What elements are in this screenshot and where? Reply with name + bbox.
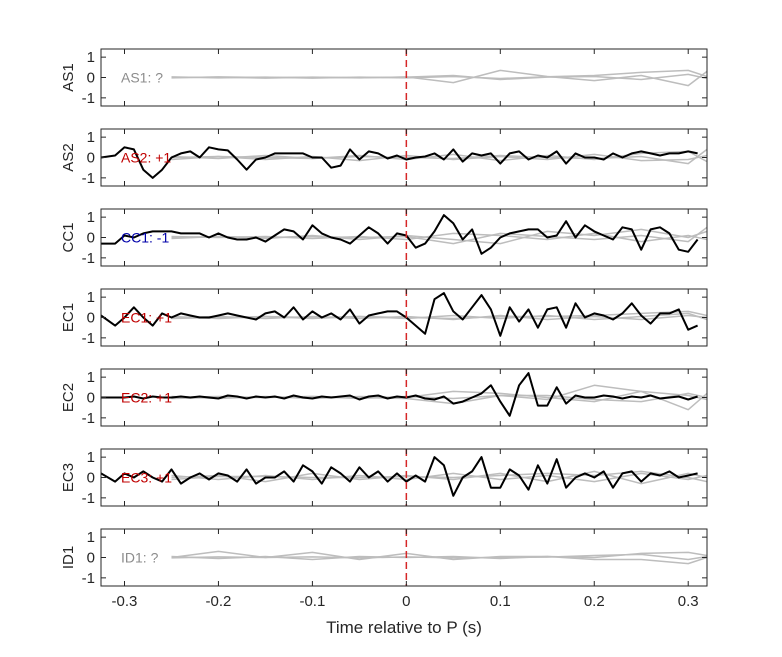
panel-as1: 1 0 -1 AS1 AS1: ? <box>60 48 708 107</box>
highlight-trace <box>101 456 698 497</box>
y-tick-label: 0 <box>87 390 95 407</box>
background-trace-2 <box>171 472 707 483</box>
panel-label: EC2: +1 <box>121 390 172 406</box>
y-tick-label: 0 <box>87 150 95 167</box>
y-tick-label: 1 <box>87 449 95 466</box>
panel-data <box>171 69 707 87</box>
y-tick-label: 1 <box>87 529 95 546</box>
highlight-trace <box>101 146 698 179</box>
y-tick-label: 0 <box>87 310 95 327</box>
x-tick-label: 0.3 <box>678 593 699 610</box>
panel-ylabel: EC2 <box>60 383 77 412</box>
background-trace-1 <box>171 314 707 321</box>
panel-ylabel: CC1 <box>60 222 77 252</box>
y-tick-label: 1 <box>87 49 95 66</box>
y-tick-label: 1 <box>87 289 95 306</box>
background-trace-3 <box>171 226 707 245</box>
highlight-trace <box>101 292 698 337</box>
y-tick-label: 0 <box>87 230 95 247</box>
background-trace-1 <box>171 228 707 245</box>
panel-data <box>101 146 707 179</box>
background-trace-2 <box>171 232 707 243</box>
highlight-trace <box>101 372 698 417</box>
panel-data <box>171 550 707 565</box>
panel-ylabel: EC1 <box>60 303 77 332</box>
panels-group: 1 0 -1 AS1 AS1: ? 1 0 -1 AS2 AS2: +1 1 0 -1 CC1 CC1: -… <box>60 48 708 587</box>
panel-label: EC1: +1 <box>121 310 172 326</box>
background-trace-2 <box>171 150 707 163</box>
panel-label: AS2: +1 <box>121 150 171 166</box>
panel-ec3: 1 0 -1 EC3 EC3: +1 <box>60 448 708 507</box>
x-tick-label: -0.3 <box>112 593 138 610</box>
panel-as2: 1 0 -1 AS2 AS2: +1 <box>60 128 708 187</box>
y-tick-label: -1 <box>82 250 95 267</box>
y-tick-label: -1 <box>82 170 95 187</box>
y-tick-label: -1 <box>82 490 95 507</box>
x-tick-label: -0.1 <box>299 593 325 610</box>
y-tick-label: 0 <box>87 70 95 87</box>
y-tick-label: 1 <box>87 129 95 146</box>
panel-ylabel: ID1 <box>60 546 77 569</box>
panel-data <box>101 214 707 255</box>
panel-ylabel: AS2 <box>60 143 77 171</box>
panel-data <box>101 456 707 497</box>
y-tick-label: 1 <box>87 369 95 386</box>
x-tick-label: -0.2 <box>206 593 232 610</box>
background-trace-1 <box>171 470 707 485</box>
background-trace-1 <box>171 153 707 162</box>
x-axis-label: Time relative to P (s) <box>326 618 482 637</box>
x-tick-label: 0.2 <box>584 593 605 610</box>
y-tick-label: -1 <box>82 90 95 107</box>
panel-label: ID1: ? <box>121 550 159 566</box>
panel-data <box>101 372 707 417</box>
panel-ec2: 1 0 -1 EC2 EC2: +1 <box>60 368 708 427</box>
y-tick-label: 0 <box>87 470 95 487</box>
panel-label: CC1: -1 <box>121 230 169 246</box>
y-tick-label: -1 <box>82 330 95 347</box>
panel-id1: 1 0 -1 ID1 ID1: ? <box>60 528 708 587</box>
y-tick-label: 0 <box>87 550 95 567</box>
x-axis: -0.3 -0.2 -0.1 0 0.1 0.2 0.3 <box>112 593 699 610</box>
panel-ec1: 1 0 -1 EC1 EC1: +1 <box>60 288 708 347</box>
x-tick-label: 0 <box>402 593 410 610</box>
highlight-trace <box>101 214 699 255</box>
y-tick-label: -1 <box>82 410 95 427</box>
y-tick-label: 1 <box>87 209 95 226</box>
background-trace-2 <box>171 555 707 565</box>
panel-cc1: 1 0 -1 CC1 CC1: -1 <box>60 208 708 267</box>
panel-ylabel: EC3 <box>60 463 77 492</box>
background-trace-3 <box>171 553 707 561</box>
panel-label: EC3: +1 <box>121 470 172 486</box>
x-tick-label: 0.1 <box>490 593 511 610</box>
panel-ylabel: AS1 <box>60 63 77 91</box>
panel-data <box>101 292 707 337</box>
y-tick-label: -1 <box>82 570 95 587</box>
background-trace-3 <box>171 310 707 320</box>
background-trace-3 <box>171 73 707 81</box>
panel-label: AS1: ? <box>121 70 163 86</box>
